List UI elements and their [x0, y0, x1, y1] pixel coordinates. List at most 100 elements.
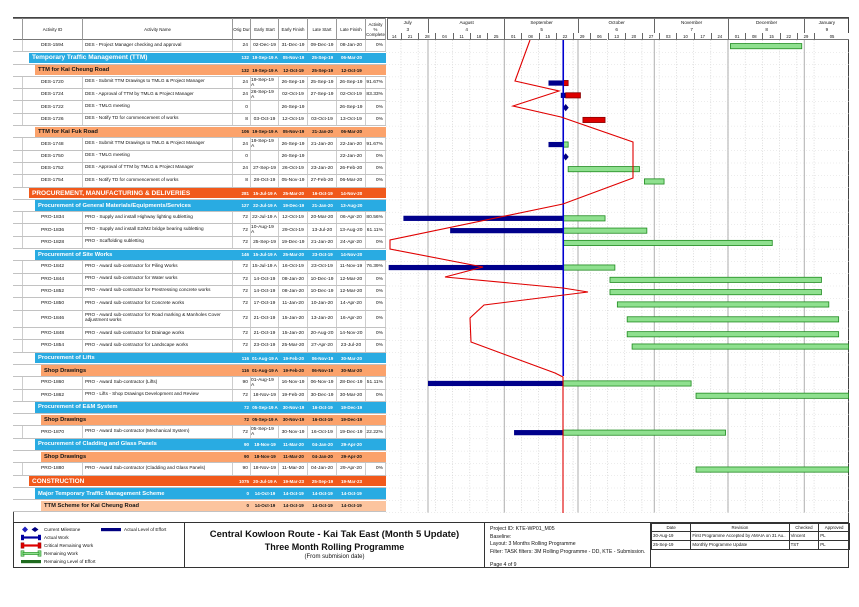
column-header-dur: Orig Dur [233, 18, 251, 40]
cell-ls: 27-Apr-20 [308, 340, 337, 352]
section-row: PROCUREMENT, MANUFACTURING & DELIVERIES 2… [13, 187, 386, 200]
cell-ls: 16-Oct-19 [308, 426, 337, 438]
cell-dur: 72 [233, 340, 251, 352]
gantt-bar-remaining [609, 276, 822, 283]
cell-ls: 14-Oct-19 [312, 503, 333, 509]
cell-pct: 91.67% [366, 138, 386, 150]
cell-ef: 11-Mar-20 [279, 463, 308, 475]
cell-es: 21-Oct-19 [251, 328, 279, 340]
cell-ls: 13-Jul-20 [308, 224, 337, 236]
cell-lf: 22-Jan-20 [337, 150, 366, 162]
cell-es: 14-Oct-19 [254, 491, 276, 497]
table-row: DES-1724 DES - Approval of TTM by TMLG & … [13, 89, 386, 102]
cell-es: 14-Oct-19 [251, 273, 279, 285]
cell-es: 18-Nov-19 [251, 463, 279, 475]
cell-dur: 72 [233, 298, 251, 310]
timeline-week-tick: 22 [779, 33, 797, 40]
cell-lf: 29-Apr-20 [341, 441, 362, 447]
cell-dur: 72 [233, 389, 251, 401]
table-row: PRO-1862 PRO - Lifts - Shop Drawings Deve… [13, 389, 386, 402]
timeline-week-tick: 29 [796, 33, 815, 40]
cell-pct: 0% [366, 150, 386, 162]
table-row: DES-1594 DES - Project Manager checking a… [13, 40, 386, 53]
cell-name: PRO - Supply and install E2/M2 bridge be… [83, 224, 233, 236]
cell-dur: 24 [233, 138, 251, 150]
cell-ef: 02-Oct-19 [279, 89, 308, 101]
section-band [35, 488, 386, 499]
cell-ef: 16-Nov-19 [279, 377, 308, 389]
cell-lf: 30-Mar-20 [337, 389, 366, 401]
cell-id: PRO-1834 [23, 212, 83, 224]
cell-es: 19-Sep-19 A [251, 138, 279, 150]
section-label: Procurement of Site Works [38, 251, 113, 258]
cell-pct: 22.22% [366, 426, 386, 438]
cell-name: PRO - Award sub-contractor for Concrete … [83, 298, 233, 310]
cell-name: PRO - Award sub-contractor for Prestress… [83, 285, 233, 298]
cell-es: 22-Jul-19 A [253, 203, 277, 208]
cell-lf: 12-Mar-20 [337, 285, 366, 298]
cell-dur: 0 [246, 491, 249, 497]
cell-ls: 04-Jan-20 [312, 441, 333, 447]
activity-table: DES-1594 DES - Project Manager checking a… [13, 40, 386, 513]
cell-es: 19-Sep-19 A [252, 67, 278, 73]
gantt-bar-remaining [562, 227, 648, 234]
cell-ef: 12-Oct-19 [279, 113, 308, 126]
cell-pct: 0% [366, 40, 386, 52]
cell-id: PRO-1850 [23, 298, 83, 310]
cell-lf: 02-Oct-19 [337, 89, 366, 101]
cell-lf: 14-Nov-20 [340, 252, 363, 258]
gantt-bar-remaining [609, 289, 822, 296]
gantt-bar-remaining [643, 178, 665, 185]
cell-name: DES - Submit TTM Drawings to TMLG & Proj… [83, 138, 233, 150]
cell-lf: 06-Apr-20 [337, 212, 366, 224]
cell-ef: 19-Feb-20 [279, 389, 308, 401]
cell-name: PRO - Award sub-contractor for Piling Wo… [83, 261, 233, 273]
timeline-week-tick: 29 [573, 33, 591, 40]
gantt-bar-actual [514, 430, 564, 436]
section-band [35, 402, 386, 413]
cell-id: DES-1748 [23, 138, 83, 150]
cell-dur: 1075 [238, 478, 249, 484]
gantt-bar-remaining [631, 343, 849, 350]
cell-id: PRO-1836 [23, 224, 83, 236]
timeline-week-tick: 18 [469, 33, 487, 40]
cell-ls: 04-Jan-20 [308, 463, 337, 475]
project-id: Project ID: KTE-WP01_M05 [490, 526, 555, 532]
table-row: PRO-1844 PRO - Award sub-contractor for W… [13, 273, 386, 286]
cell-ls: 16-Oct-19 [312, 417, 333, 423]
cell-id: DES-1726 [23, 113, 83, 126]
gantt-bar-remaining [567, 166, 640, 173]
revision-header: Checked [788, 523, 820, 532]
cell-ef: 14-Oct-19 [283, 491, 304, 497]
cell-dur: 0 [246, 503, 249, 509]
legend-label: Remaining Work [44, 551, 78, 556]
gantt-bar-remaining [562, 380, 692, 387]
cell-es [251, 101, 279, 113]
cell-id: PRO-1846 [23, 310, 83, 328]
table-row: PRO-1870 PRO - Award Sub-contractor (Mech… [13, 426, 386, 439]
progress-line [389, 40, 634, 513]
timeline-month: October [578, 18, 655, 26]
legend-item: Actual Work [20, 534, 69, 542]
cell-lf: 12-Mar-20 [337, 273, 366, 285]
timeline-week-tick: 28 [418, 33, 436, 40]
timeline-week-tick: 17 [693, 33, 711, 40]
cell-gutter [13, 76, 23, 89]
revision-table: Date Revision Checked Approved 30-Aug-19… [650, 523, 850, 550]
revision-header: Approved [818, 523, 850, 532]
cell-name: DES - TMLG meeting [83, 101, 233, 113]
cell-es: 05-Sep-19 A [252, 417, 278, 423]
cell-ls: 25-Sep-19 [311, 478, 334, 484]
table-row: PRO-1846 PRO - Award sub-contractor for R… [13, 310, 386, 329]
cell-ls: 06-Nov-19 [308, 377, 337, 389]
cell-lf: 26-Sep-19 [337, 76, 366, 89]
cell-ls: 10-Dec-19 [308, 285, 337, 298]
timeline-week-tick: 05 [814, 33, 849, 40]
cell-es: 15-Jul-19 A [253, 190, 277, 196]
cell-ef: 19-Dec-19 [282, 203, 305, 208]
gantt-bar-actual [548, 141, 564, 148]
cell-dur: 72 [233, 426, 251, 438]
legend-item: Remaining Level of Effort [20, 558, 96, 566]
cell-name: PRO - Award sub-contractor for Landscape… [83, 340, 233, 352]
gantt-bar-remaining [616, 301, 830, 308]
